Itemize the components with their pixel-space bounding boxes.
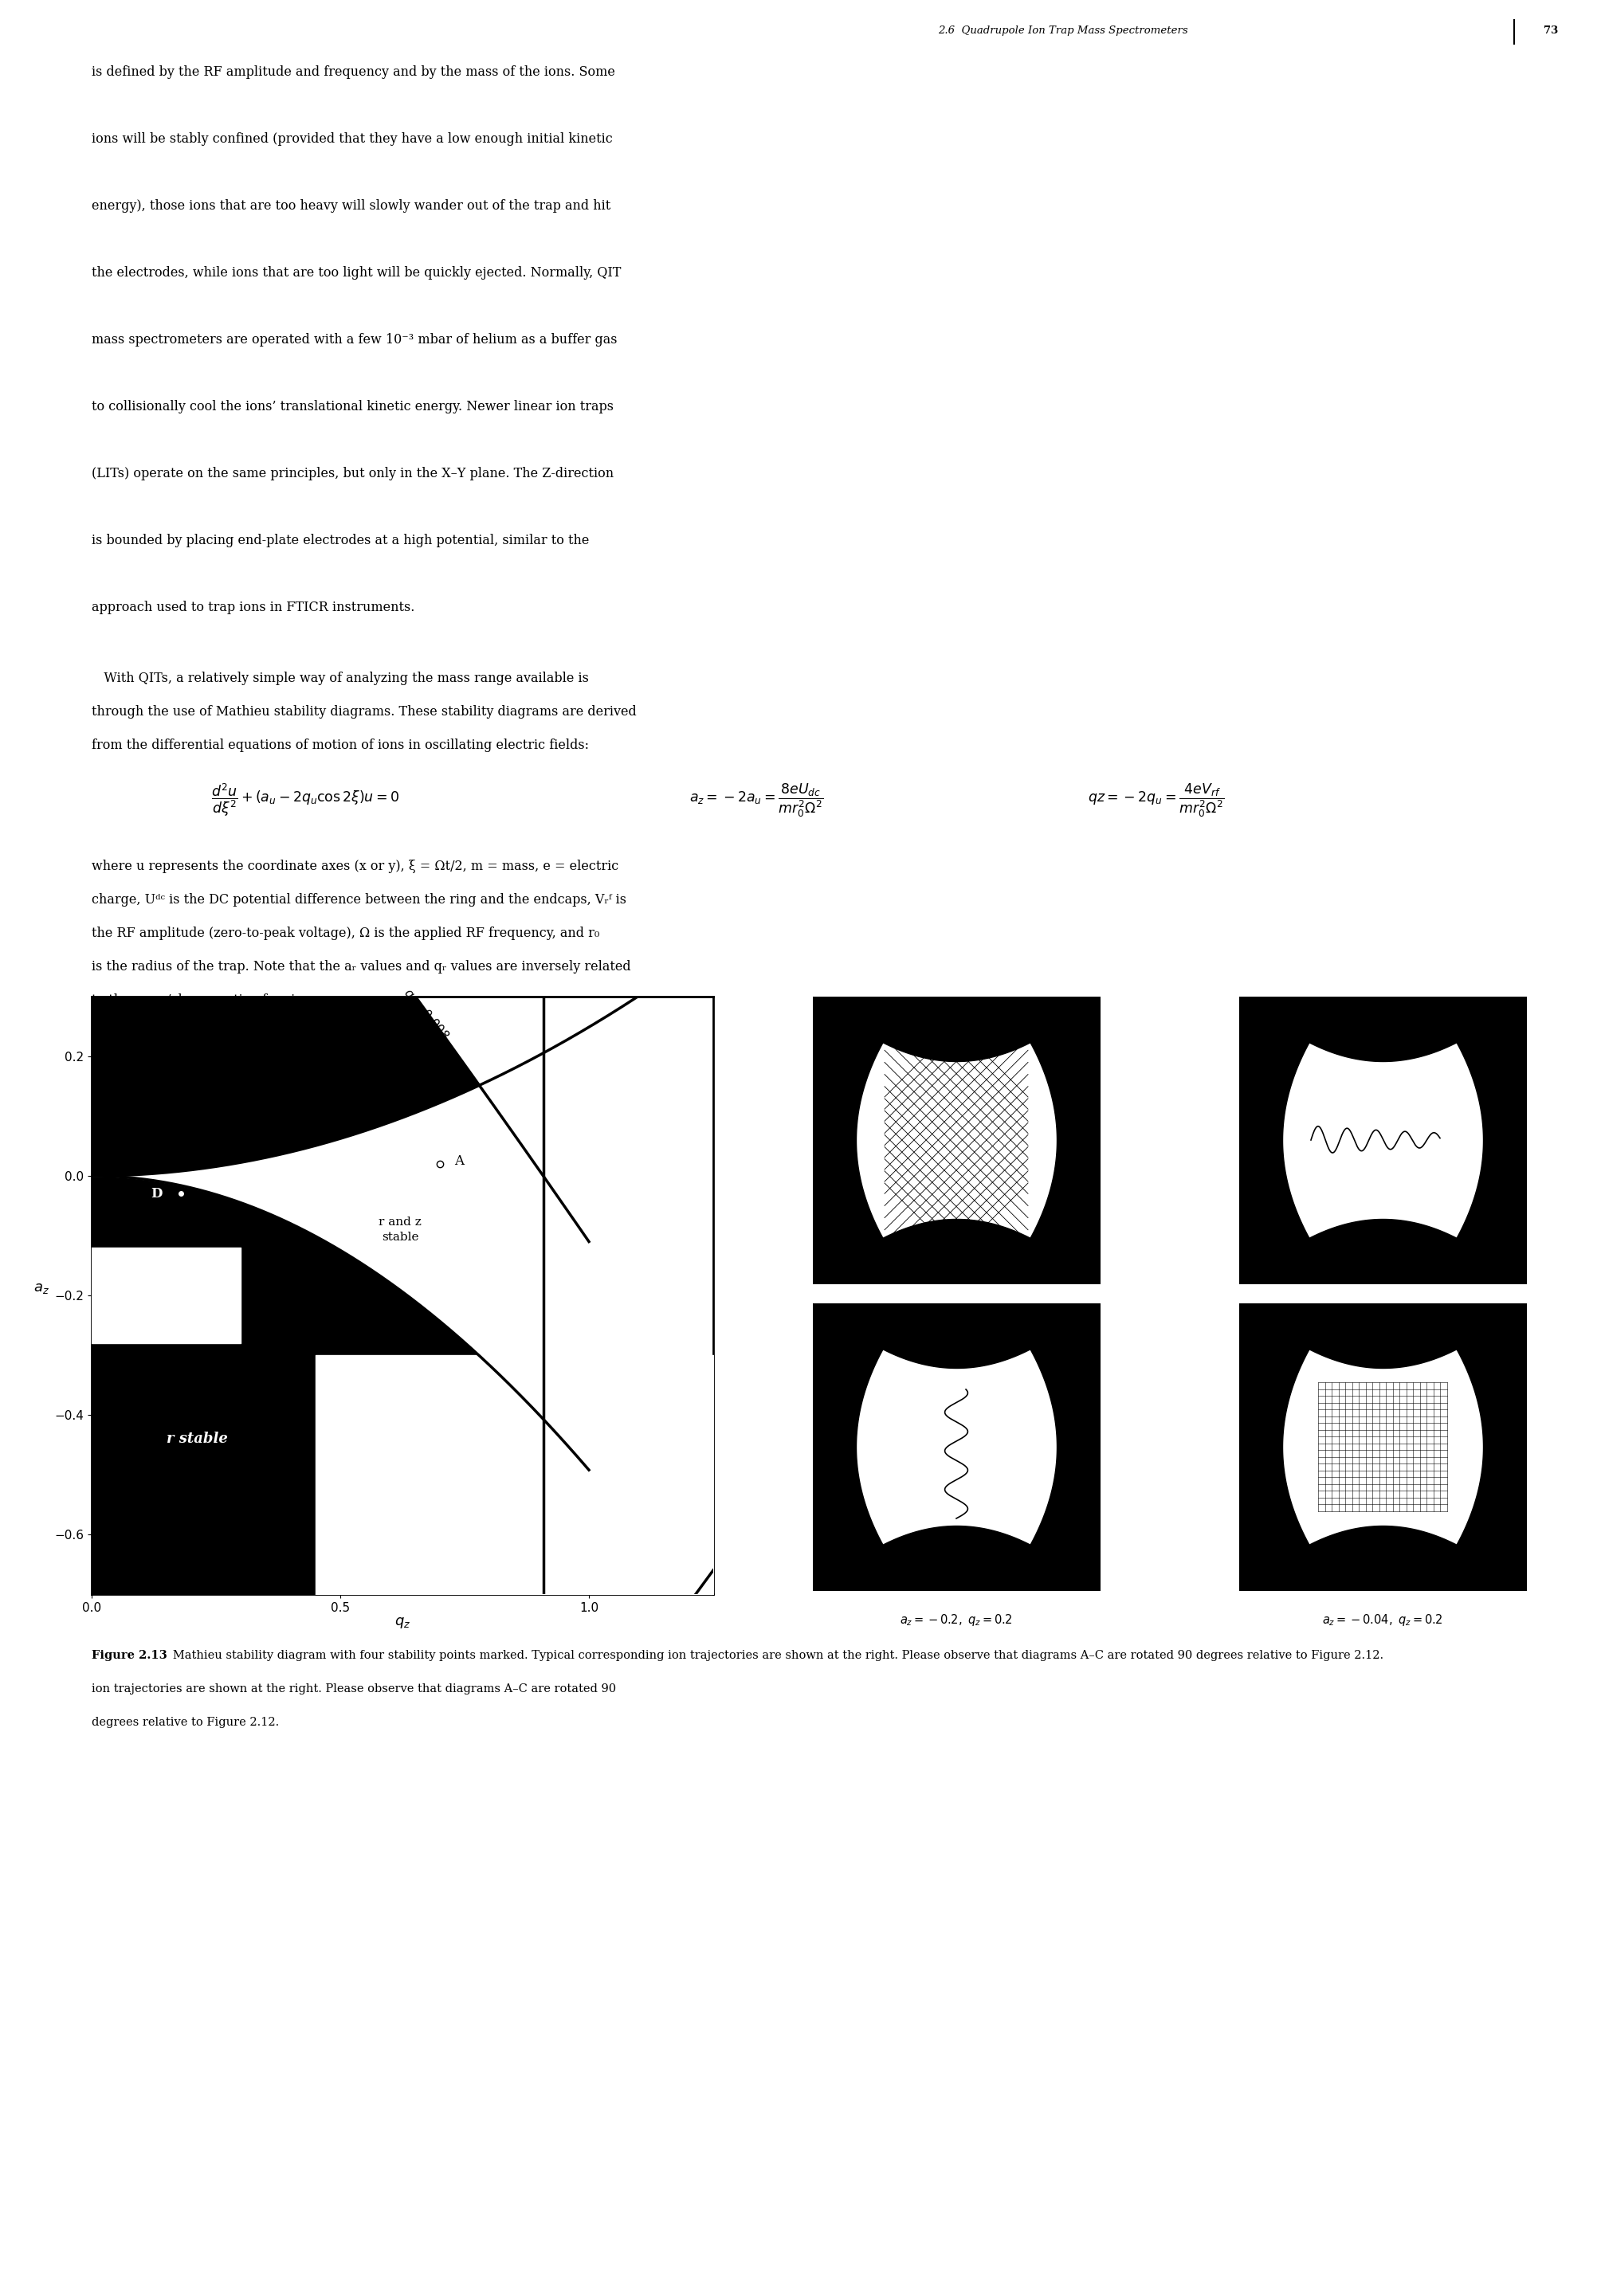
Text: approach used to trap ions in FTICR instruments.: approach used to trap ions in FTICR inst… bbox=[91, 602, 415, 615]
Text: the z-direction but unstable in the r-direction and falls out of the trap radial: the z-direction but unstable in the r-di… bbox=[91, 1199, 599, 1212]
Text: The Mathieu stability diagram plots a-values versus q-values and marks the: The Mathieu stability diagram plots a-va… bbox=[91, 1031, 596, 1045]
Text: ions will be stably confined (provided that they have a low enough initial kinet: ions will be stably confined (provided t… bbox=[91, 133, 613, 145]
Text: Figure 2.13: Figure 2.13 bbox=[91, 1651, 167, 1660]
Text: mass spectrometers are operated with a few 10⁻³ mbar of helium as a buffer gas: mass spectrometers are operated with a f… bbox=[91, 333, 618, 347]
Text: (LITs) operate on the same principles, but only in the X–Y plane. The Z-directio: (LITs) operate on the same principles, b… bbox=[91, 466, 613, 480]
Text: $a_z = -2a_u = \dfrac{8eU_{dc}}{mr_0^2\Omega^2}$: $a_z = -2a_u = \dfrac{8eU_{dc}}{mr_0^2\O… bbox=[690, 783, 823, 820]
Text: $a_z = 0.02,\ q_z = 0.7$: $a_z = 0.02,\ q_z = 0.7$ bbox=[903, 1306, 1010, 1320]
Text: r and z
stable: r and z stable bbox=[378, 1217, 421, 1242]
Text: $a_z = 0.05,\ q_z = 0.1$: $a_z = 0.05,\ q_z = 0.1$ bbox=[1329, 1306, 1436, 1320]
Text: $\dfrac{d^2u}{d\xi^2} + (a_u - 2q_u\cos2\xi)u = 0$: $\dfrac{d^2u}{d\xi^2} + (a_u - 2q_u\cos2… bbox=[211, 783, 399, 817]
Text: B: B bbox=[1254, 1015, 1266, 1029]
Text: to the mass/charge ratio of an ion.: to the mass/charge ratio of an ion. bbox=[91, 994, 315, 1008]
Text: D: D bbox=[150, 1187, 162, 1201]
Text: from the differential equations of motion of ions in oscillating electric fields: from the differential equations of motio… bbox=[91, 739, 589, 753]
Text: where u represents the coordinate axes (x or y), ξ = Ωt/2, m = mass, e = electri: where u represents the coordinate axes (… bbox=[91, 859, 618, 872]
Text: degrees relative to Figure 2.12.: degrees relative to Figure 2.12. bbox=[91, 1717, 279, 1729]
Text: Z stable: Z stable bbox=[152, 1061, 216, 1075]
Text: $q_z = 0.908$: $q_z = 0.908$ bbox=[400, 985, 451, 1042]
Text: With QITs, a relatively simple way of analyzing the mass range available is: With QITs, a relatively simple way of an… bbox=[91, 673, 589, 684]
Text: z stability regions of the diagram, as shown in plot A, while point B is stable : z stability regions of the diagram, as s… bbox=[91, 1164, 602, 1178]
Text: $a_z = -0.2,\ q_z = 0.2$: $a_z = -0.2,\ q_z = 0.2$ bbox=[900, 1612, 1013, 1628]
Y-axis label: $a_z$: $a_z$ bbox=[34, 1281, 50, 1295]
Text: ion trajectories are shown at the right. Please observe that diagrams A–C are ro: ion trajectories are shown at the right.… bbox=[91, 1683, 616, 1694]
Text: D: D bbox=[1254, 1320, 1266, 1334]
Text: Mathieu stability diagram with four points A–D marked. The trajectory of ions at: Mathieu stability diagram with four poin… bbox=[91, 1097, 615, 1111]
Text: C: C bbox=[195, 1288, 207, 1302]
Text: boundaries where ions will be confined to the trap. Figure 2.13 is a plot of the: boundaries where ions will be confined t… bbox=[91, 1065, 602, 1077]
Text: the electrodes, while ions that are too light will be quickly ejected. Normally,: the electrodes, while ions that are too … bbox=[91, 266, 621, 280]
Text: $a_z = -0.04,\ q_z = 0.2$: $a_z = -0.04,\ q_z = 0.2$ bbox=[1322, 1612, 1443, 1628]
X-axis label: $q_z$: $q_z$ bbox=[394, 1616, 410, 1630]
Text: is the radius of the trap. Note that the aᵣ values and qᵣ values are inversely r: is the radius of the trap. Note that the… bbox=[91, 960, 631, 974]
Text: those four points is shown in plots A–D on the right. Point A is within the r an: those four points is shown in plots A–D … bbox=[91, 1132, 604, 1146]
Text: the RF amplitude (zero-to-peak voltage), Ω is the applied RF frequency, and r₀: the RF amplitude (zero-to-peak voltage),… bbox=[91, 928, 599, 939]
Text: A: A bbox=[828, 1015, 839, 1029]
Text: through the use of Mathieu stability diagrams. These stability diagrams are deri: through the use of Mathieu stability dia… bbox=[91, 705, 637, 719]
Text: Mathieu stability diagram with four stability points marked. Typical correspondi: Mathieu stability diagram with four stab… bbox=[162, 1651, 1383, 1660]
Text: charge, Uᵈᶜ is the DC potential difference between the ring and the endcaps, Vᵣᶠ: charge, Uᵈᶜ is the DC potential differen… bbox=[91, 893, 626, 907]
Text: is bounded by placing end-plate electrodes at a high potential, similar to the: is bounded by placing end-plate electrod… bbox=[91, 533, 589, 546]
Text: Point C is stable in the r-direction but unstable in the z-direction and falls o: Point C is stable in the r-direction but… bbox=[91, 1231, 597, 1244]
Text: 73: 73 bbox=[1543, 25, 1558, 37]
Text: A: A bbox=[455, 1155, 464, 1169]
Text: to collisionally cool the ions’ translational kinetic energy. Newer linear ion t: to collisionally cool the ions’ translat… bbox=[91, 400, 613, 413]
Text: $qz = -2q_u = \dfrac{4eV_{rf}}{mr_0^2\Omega^2}$: $qz = -2q_u = \dfrac{4eV_{rf}}{mr_0^2\Om… bbox=[1087, 783, 1225, 820]
Text: 2.6  Quadrupole Ion Trap Mass Spectrometers: 2.6 Quadrupole Ion Trap Mass Spectromete… bbox=[938, 25, 1188, 37]
Text: energy), those ions that are too heavy will slowly wander out of the trap and hi: energy), those ions that are too heavy w… bbox=[91, 200, 610, 214]
Text: C: C bbox=[828, 1320, 839, 1334]
Text: is defined by the RF amplitude and frequency and by the mass of the ions. Some: is defined by the RF amplitude and frequ… bbox=[91, 64, 615, 78]
Text: B: B bbox=[181, 1120, 191, 1134]
Text: r stable: r stable bbox=[167, 1433, 227, 1446]
